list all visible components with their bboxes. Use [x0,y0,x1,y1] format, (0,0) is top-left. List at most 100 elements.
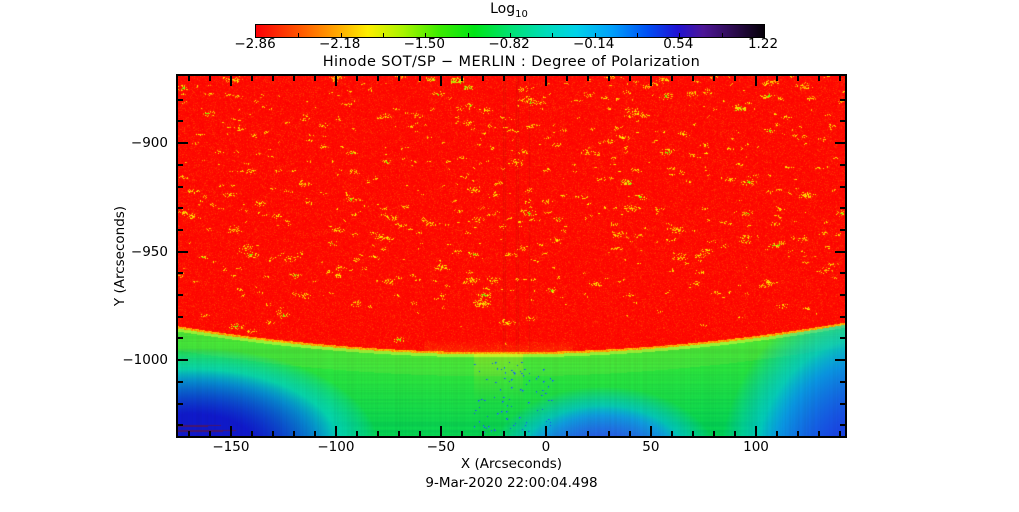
colorbar-tick [298,33,300,37]
x-axis-bottom-tick [250,431,253,436]
x-axis-bottom-tick [565,431,568,436]
x-axis-bottom-tick [313,431,316,436]
x-axis-bottom-tick [481,431,484,436]
x-axis-top-tick [734,76,736,81]
y-axis-right-tick [835,250,845,253]
x-axis-top-tick [313,76,316,81]
x-axis-bottom-tick [271,431,274,436]
x-axis-bottom-tick [502,431,505,436]
y-axis-left-tick [178,185,183,188]
x-axis-top-tick [271,76,274,81]
y-axis-left-tick [178,315,183,318]
x-axis-bottom-tick [355,431,358,436]
x-axis-bottom-tick [544,426,547,436]
x-axis-top-tick [818,76,820,81]
x-axis-bottom-tick [713,431,715,436]
x-axis-tick-labels: −150 −100 −50 0 50 100 [176,440,847,456]
colorbar-tick-label: −2.18 [319,36,361,52]
y-axis-left-tick [178,272,183,275]
x-axis-top-tick [565,76,568,81]
y-axis-right-tick [840,294,845,296]
colorbar-title-subscript: 10 [515,8,528,20]
colorbar-tick [594,33,596,37]
x-axis-bottom-tick [439,426,442,436]
x-axis-top-tick [418,76,421,81]
x-axis-bottom-tick [376,431,379,436]
y-axis-tick-label: −950 [130,243,168,260]
x-axis-top-tick [439,76,442,86]
date-caption: 9-Mar-2020 22:00:04.498 [425,475,598,491]
colorbar-tick-label: −1.50 [403,36,445,52]
y-axis-right-tick [840,402,845,405]
x-axis-top-tick [250,76,253,81]
y-axis-right-tick [840,163,845,166]
x-axis-bottom-tick [397,431,400,436]
colorbar-tick [467,33,469,37]
x-axis-label: X (Arcseconds) [460,456,563,472]
plot-title: Hinode SOT/SP − MERLIN : Degree of Polar… [322,54,701,70]
colorbar-tick-labels: −2.86 −2.18 −1.50 −0.82 −0.14 0.54 1.22 [234,36,778,53]
y-axis-left-tick [178,228,183,231]
y-axis-left-tick [178,142,188,145]
x-axis-bottom-tick [797,431,799,436]
y-axis-left-tick [178,120,183,123]
y-axis-label: Y (Arcseconds) [112,205,128,307]
x-axis-top-tick [502,76,505,81]
x-axis-top-tick [187,76,190,81]
colorbar-tick [510,33,511,37]
x-axis-top-tick [397,76,400,81]
x-axis-bottom-tick [334,426,337,436]
x-axis-top-tick [649,76,652,86]
colorbar-tick-label: −0.82 [488,36,530,52]
x-axis-tick-label: 100 [743,439,769,455]
y-axis-left-tick [178,380,183,383]
y-axis-right-tick [840,207,845,210]
x-axis-top-tick [376,76,379,81]
colorbar-title-text: Log [490,1,516,17]
y-axis-left-tick [178,359,188,362]
x-axis-tick-label: 50 [642,439,660,455]
x-axis-top-tick [460,76,463,81]
x-axis-top-tick [586,76,589,81]
y-axis-right-tick [840,380,845,383]
x-axis-top-tick [607,76,610,81]
x-axis-bottom-tick [460,431,463,436]
y-axis-left-tick [178,98,183,101]
x-axis-top-tick [544,76,547,86]
colorbar-tick-label: −0.14 [573,36,615,52]
y-axis-right-tick [840,272,845,275]
colorbar-tick [425,33,427,37]
colorbar-tick-label: 0.54 [663,36,694,52]
x-axis-bottom-tick [628,431,631,436]
y-axis-tick-label: −1000 [122,352,168,369]
x-axis-top-tick [839,76,841,81]
y-axis-left-tick [178,250,188,253]
colorbar-tick [340,33,342,37]
y-axis-right-tick [840,315,845,318]
y-axis-right-tick [835,142,845,145]
y-axis-right-tick [840,185,845,188]
x-axis-bottom-tick [208,431,211,436]
x-axis-top-tick [776,76,778,81]
x-axis-tick-label: 0 [541,439,551,455]
colorbar-tick [637,33,638,37]
x-axis-tick-label: −100 [317,439,355,455]
x-axis-bottom-tick [523,431,526,436]
colorbar-title: Log10 [255,1,763,23]
x-axis-top-tick [292,76,295,81]
x-axis-bottom-tick [229,426,232,436]
y-axis-left-tick [178,207,183,210]
x-axis-bottom-tick [649,426,652,436]
colorbar-tick-label: −2.86 [234,36,276,52]
x-axis-bottom-tick [292,431,295,436]
y-axis-right-tick [840,337,845,340]
x-axis-bottom-tick [734,431,736,436]
y-axis-left-tick [178,402,183,405]
x-axis-bottom-tick [839,431,841,436]
y-axis-left-tick [178,424,183,427]
y-axis-left-tick [178,163,183,166]
y-axis-right-tick [840,120,845,123]
x-axis-top-tick [755,76,757,86]
x-axis-top-tick [334,76,337,86]
